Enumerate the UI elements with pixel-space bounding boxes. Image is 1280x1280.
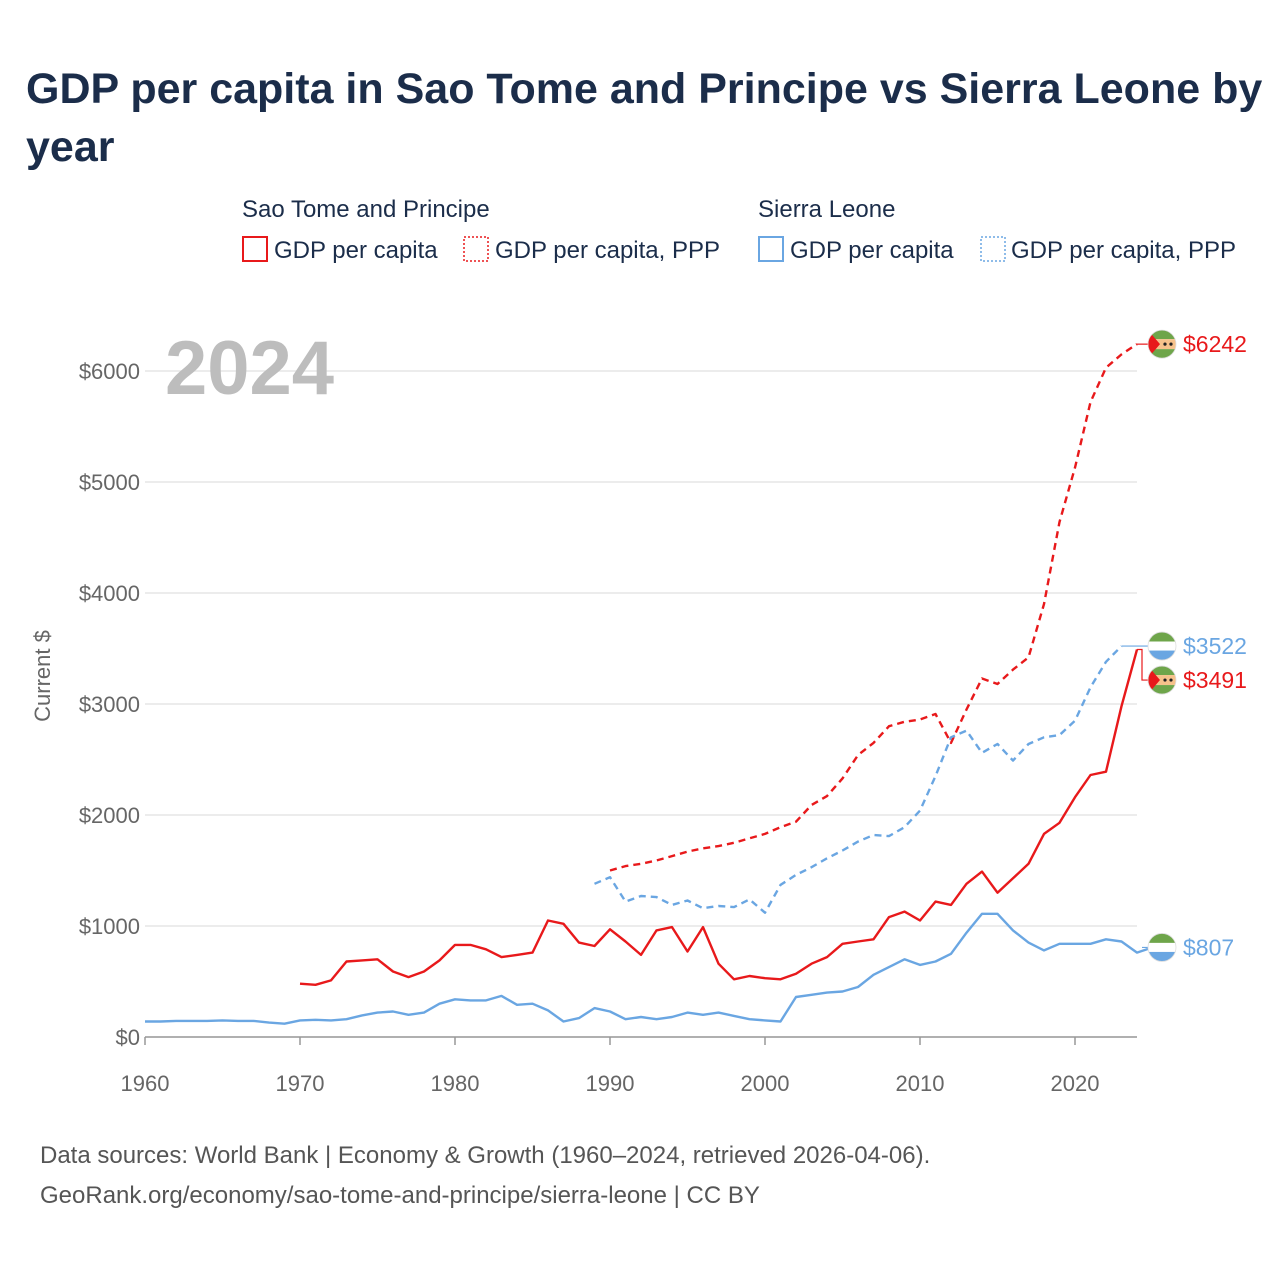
x-tick-label: 2010 bbox=[896, 1071, 945, 1096]
chart-title-line-2: year bbox=[26, 123, 115, 171]
y-tick-label: $1000 bbox=[79, 914, 140, 939]
sierra-leone-flag-icon bbox=[1147, 631, 1177, 661]
y-axis-label: Current $ bbox=[30, 630, 55, 722]
legend-group-sierra-leone: Sierra Leone bbox=[758, 196, 895, 223]
chart-title-line-1: GDP per capita in Sao Tome and Principe … bbox=[26, 65, 1262, 113]
x-tick-label: 1980 bbox=[431, 1071, 480, 1096]
end-label-connector bbox=[1137, 648, 1148, 681]
series-line-0[interactable] bbox=[299, 649, 1139, 986]
sierra-leone-flag-icon bbox=[1147, 933, 1177, 962]
end-value-label: $3491 bbox=[1183, 667, 1247, 693]
x-tick-label: 2000 bbox=[741, 1071, 790, 1096]
legend-swatch-stp-ppp[interactable] bbox=[463, 236, 489, 262]
x-tick-label: 1970 bbox=[276, 1071, 325, 1096]
y-tick-label: $3000 bbox=[79, 692, 140, 717]
gridlines bbox=[145, 370, 1137, 1038]
legend-item-stp-ppp[interactable]: GDP per capita, PPP bbox=[495, 237, 720, 264]
end-labels: $6242 $3522 $3491 $807 bbox=[1121, 329, 1247, 962]
footer-url[interactable]: GeoRank.org/economy/sao-tome-and-princip… bbox=[40, 1182, 760, 1209]
legend-item-stp-gdp[interactable]: GDP per capita bbox=[274, 237, 438, 264]
end-value-label: $807 bbox=[1183, 934, 1234, 960]
current-year-watermark: 2024 bbox=[165, 326, 334, 411]
legend-swatch-stp-gdp[interactable] bbox=[242, 236, 268, 262]
sao-tome-flag-icon bbox=[1147, 665, 1177, 695]
series-line-1[interactable] bbox=[609, 343, 1138, 872]
y-tick-label: $2000 bbox=[79, 803, 140, 828]
legend: Sao Tome and Principe GDP per capita GDP… bbox=[242, 196, 1236, 264]
end-value-label: $6242 bbox=[1183, 331, 1247, 357]
y-tick-label: $5000 bbox=[79, 470, 140, 495]
sao-tome-flag-icon bbox=[1147, 329, 1177, 359]
y-tick-label: $0 bbox=[116, 1025, 140, 1050]
y-tick-label: $4000 bbox=[79, 581, 140, 606]
x-tick-label: 1960 bbox=[121, 1071, 170, 1096]
axes: $0 $1000 $2000 $3000 $4000 $5000 $6000 1960 1970… bbox=[79, 359, 1137, 1096]
end-value-label: $3522 bbox=[1183, 633, 1247, 659]
series-line-3[interactable] bbox=[594, 645, 1123, 914]
x-tick-label: 2020 bbox=[1051, 1071, 1100, 1096]
x-tick-label: 1990 bbox=[586, 1071, 635, 1096]
legend-group-sao-tome: Sao Tome and Principe bbox=[242, 196, 490, 223]
series bbox=[145, 343, 1153, 1025]
legend-item-sle-ppp[interactable]: GDP per capita, PPP bbox=[1011, 237, 1236, 264]
legend-swatch-sle-ppp[interactable] bbox=[980, 236, 1006, 262]
footer-sources: Data sources: World Bank | Economy & Gro… bbox=[40, 1142, 930, 1169]
series-line-2[interactable] bbox=[145, 912, 1153, 1025]
legend-item-sle-gdp[interactable]: GDP per capita bbox=[790, 237, 954, 264]
legend-swatch-sle-gdp[interactable] bbox=[758, 236, 784, 262]
y-tick-label: $6000 bbox=[79, 359, 140, 384]
